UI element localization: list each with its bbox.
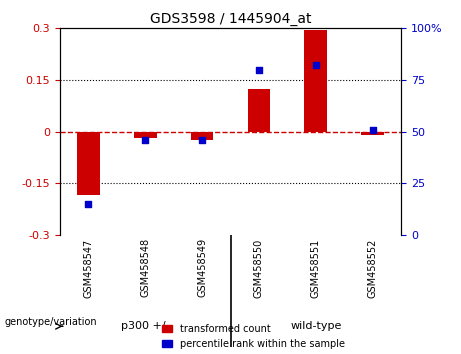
Text: GSM458551: GSM458551	[311, 238, 321, 298]
Bar	[134, 132, 157, 138]
Legend: transformed count, percentile rank within the sample: transformed count, percentile rank withi…	[159, 320, 349, 353]
Text: p300 +/-: p300 +/-	[121, 321, 170, 331]
Bar	[361, 132, 384, 135]
Text: genotype/variation: genotype/variation	[5, 317, 97, 327]
Bar	[77, 132, 100, 195]
Text: GSM458549: GSM458549	[197, 238, 207, 297]
Title: GDS3598 / 1445904_at: GDS3598 / 1445904_at	[150, 12, 311, 26]
Point	[312, 63, 319, 68]
Point	[369, 127, 376, 132]
Text: GSM458547: GSM458547	[83, 238, 94, 298]
Point	[198, 137, 206, 143]
Text: GSM458552: GSM458552	[367, 238, 378, 298]
Bar	[191, 132, 213, 140]
Bar	[304, 30, 327, 132]
Point	[85, 201, 92, 207]
Text: wild-type: wild-type	[290, 321, 342, 331]
Text: GSM458548: GSM458548	[140, 238, 150, 297]
Point	[255, 67, 263, 73]
Text: GSM458550: GSM458550	[254, 238, 264, 298]
Point	[142, 137, 149, 143]
Bar	[248, 88, 270, 132]
